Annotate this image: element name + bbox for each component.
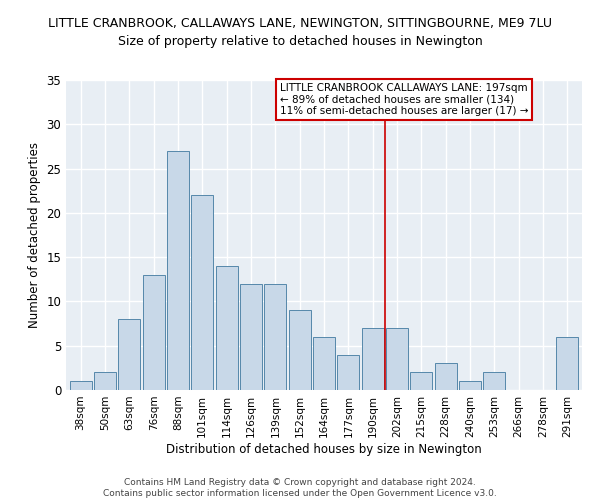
Bar xyxy=(94,372,116,390)
Bar xyxy=(191,195,213,390)
Bar xyxy=(118,319,140,390)
Bar xyxy=(215,266,238,390)
Bar xyxy=(386,328,408,390)
Bar xyxy=(410,372,433,390)
Bar xyxy=(362,328,383,390)
Bar xyxy=(240,284,262,390)
Text: LITTLE CRANBROOK, CALLAWAYS LANE, NEWINGTON, SITTINGBOURNE, ME9 7LU: LITTLE CRANBROOK, CALLAWAYS LANE, NEWING… xyxy=(48,18,552,30)
Bar xyxy=(143,275,164,390)
Text: Contains HM Land Registry data © Crown copyright and database right 2024.
Contai: Contains HM Land Registry data © Crown c… xyxy=(103,478,497,498)
Y-axis label: Number of detached properties: Number of detached properties xyxy=(28,142,41,328)
X-axis label: Distribution of detached houses by size in Newington: Distribution of detached houses by size … xyxy=(166,442,482,456)
Text: Size of property relative to detached houses in Newington: Size of property relative to detached ho… xyxy=(118,35,482,48)
Bar xyxy=(435,364,457,390)
Bar xyxy=(265,284,286,390)
Text: LITTLE CRANBROOK CALLAWAYS LANE: 197sqm
← 89% of detached houses are smaller (13: LITTLE CRANBROOK CALLAWAYS LANE: 197sqm … xyxy=(280,83,529,116)
Bar xyxy=(556,337,578,390)
Bar xyxy=(313,337,335,390)
Bar xyxy=(70,381,92,390)
Bar xyxy=(459,381,481,390)
Bar xyxy=(289,310,311,390)
Bar xyxy=(167,151,189,390)
Bar xyxy=(484,372,505,390)
Bar xyxy=(337,354,359,390)
